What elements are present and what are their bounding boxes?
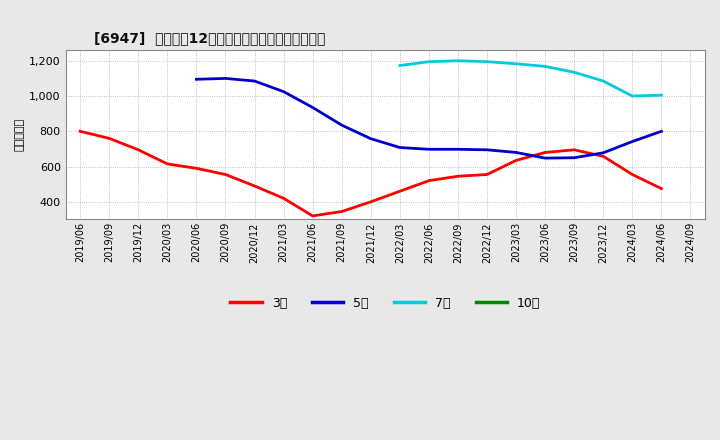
3年 bbox=[512, 158, 521, 163]
3年 bbox=[308, 213, 317, 219]
3年 bbox=[657, 186, 666, 191]
3年 bbox=[251, 183, 259, 189]
3年 bbox=[105, 136, 114, 141]
7年 bbox=[482, 59, 491, 64]
3年 bbox=[570, 147, 579, 152]
7年 bbox=[599, 78, 608, 84]
Text: [6947]  経常利益12か月移動合計の標準偏差の推移: [6947] 経常利益12か月移動合計の標準偏差の推移 bbox=[94, 31, 325, 45]
5年 bbox=[482, 147, 491, 152]
5年 bbox=[366, 136, 375, 141]
3年 bbox=[541, 150, 549, 155]
7年 bbox=[570, 70, 579, 75]
Line: 5年: 5年 bbox=[197, 78, 662, 158]
5年 bbox=[338, 122, 346, 128]
7年 bbox=[425, 59, 433, 64]
3年 bbox=[76, 128, 84, 134]
Line: 3年: 3年 bbox=[80, 131, 662, 216]
5年 bbox=[599, 150, 608, 155]
7年 bbox=[657, 92, 666, 98]
Y-axis label: （百万円）: （百万円） bbox=[15, 118, 25, 151]
7年 bbox=[512, 61, 521, 66]
3年 bbox=[192, 166, 201, 171]
7年 bbox=[628, 93, 636, 99]
3年 bbox=[628, 172, 636, 177]
5年 bbox=[657, 128, 666, 134]
5年 bbox=[192, 77, 201, 82]
Legend: 3年, 5年, 7年, 10年: 3年, 5年, 7年, 10年 bbox=[230, 297, 540, 310]
7年 bbox=[541, 64, 549, 69]
3年 bbox=[366, 199, 375, 205]
3年 bbox=[425, 178, 433, 183]
5年 bbox=[570, 155, 579, 161]
5年 bbox=[279, 89, 288, 94]
3年 bbox=[163, 161, 171, 167]
3年 bbox=[395, 189, 404, 194]
5年 bbox=[541, 155, 549, 161]
5年 bbox=[308, 105, 317, 110]
3年 bbox=[221, 172, 230, 177]
3年 bbox=[482, 172, 491, 177]
3年 bbox=[599, 154, 608, 159]
7年 bbox=[454, 58, 462, 63]
3年 bbox=[338, 209, 346, 214]
5年 bbox=[512, 150, 521, 155]
5年 bbox=[251, 78, 259, 84]
3年 bbox=[134, 147, 143, 152]
3年 bbox=[279, 196, 288, 201]
Line: 7年: 7年 bbox=[400, 61, 662, 96]
5年 bbox=[628, 139, 636, 144]
5年 bbox=[221, 76, 230, 81]
5年 bbox=[395, 145, 404, 150]
5年 bbox=[425, 147, 433, 152]
7年 bbox=[395, 63, 404, 68]
3年 bbox=[454, 174, 462, 179]
5年 bbox=[454, 147, 462, 152]
